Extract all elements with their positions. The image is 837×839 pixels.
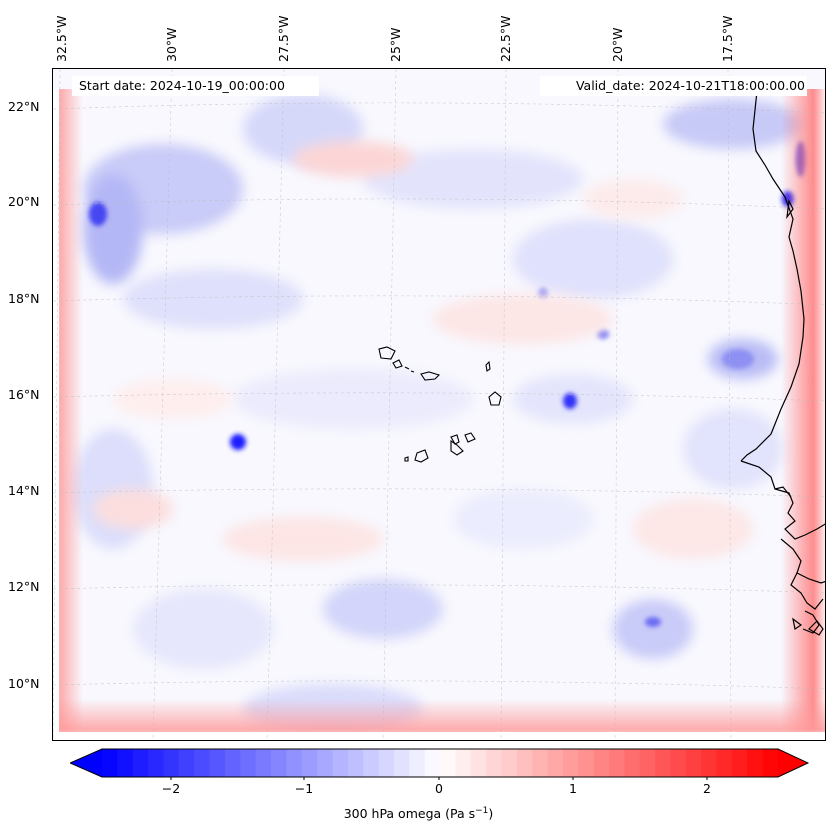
colorbar-segment xyxy=(224,749,241,777)
colorbar-segment xyxy=(409,749,426,777)
colorbar-segment xyxy=(547,749,564,777)
colorbar-segment xyxy=(501,749,518,777)
colorbar-tick-label: 0 xyxy=(435,781,443,796)
colorbar-segment xyxy=(271,749,287,777)
colorbar-tick-label: 1 xyxy=(569,781,577,796)
graticule xyxy=(53,69,825,740)
colorbar xyxy=(68,746,810,784)
boundary-strip-left xyxy=(53,89,59,740)
colorbar-segment xyxy=(378,749,395,777)
lon-label: 32.5°W xyxy=(54,15,69,62)
colorbar-segment xyxy=(209,749,226,777)
colorbar-segment xyxy=(655,749,671,777)
colorbar-segment xyxy=(609,749,625,777)
colorbar-tick-label: −1 xyxy=(294,781,314,796)
lon-label: 20°W xyxy=(610,27,625,62)
boundary-zone-right xyxy=(781,89,825,740)
lon-label: 27.5°W xyxy=(276,15,291,62)
positive-omega-areas xyxy=(93,141,753,561)
lon-label: 22.5°W xyxy=(498,15,513,62)
colorbar-segment xyxy=(578,749,595,777)
colorbar-segment xyxy=(363,749,380,777)
lon-label: 17.5°W xyxy=(720,15,735,62)
colorbar-segment xyxy=(255,749,272,777)
colorbar-segment xyxy=(486,749,502,777)
colorbar-segment xyxy=(532,749,549,777)
lat-label: 12°N xyxy=(8,579,40,594)
colorbar-segment xyxy=(332,749,349,777)
valid-date-label: Valid_date: 2024-10-21T18:00:00.00 xyxy=(540,76,807,96)
colorbar-segment xyxy=(593,749,610,777)
colorbar-label: 300 hPa omega (Pa s−1) xyxy=(343,806,494,822)
lon-label: 30°W xyxy=(164,27,179,62)
lat-label: 18°N xyxy=(8,291,40,306)
colorbar-segment xyxy=(194,749,211,777)
colorbar-segment xyxy=(516,749,533,777)
boundary-strip-bottom xyxy=(53,732,825,740)
lon-label: 25°W xyxy=(388,27,403,62)
colorbar-segment xyxy=(562,749,579,777)
colorbar-outline xyxy=(68,748,810,778)
cape-verde-islands xyxy=(378,346,502,463)
colorbar-segment xyxy=(670,749,687,777)
colorbar-segment xyxy=(301,749,318,777)
colorbar-segment xyxy=(701,749,718,777)
colorbar-segment xyxy=(624,749,641,777)
colorbar-segment xyxy=(424,749,441,777)
colorbar-segment xyxy=(440,749,456,777)
colorbar-extend-min xyxy=(70,749,102,777)
map-panel xyxy=(52,68,826,741)
lat-label: 22°N xyxy=(8,99,40,114)
colorbar-segment xyxy=(639,749,656,777)
colorbar-segment xyxy=(762,749,779,777)
omega-field-map xyxy=(53,69,825,740)
coastline xyxy=(740,90,825,636)
colorbar-segment xyxy=(747,749,764,777)
colorbar-segment xyxy=(685,749,702,777)
colorbar-segment xyxy=(132,749,149,777)
colorbar-segment xyxy=(117,749,134,777)
lat-label: 20°N xyxy=(8,194,40,209)
colorbar-extend-max xyxy=(778,749,808,777)
colorbar-segment xyxy=(393,749,410,777)
colorbar-segment xyxy=(148,749,164,777)
lat-label: 14°N xyxy=(8,483,40,498)
colorbar-tick-label: 2 xyxy=(703,781,711,796)
lat-label: 10°N xyxy=(8,676,40,691)
colorbar-segment xyxy=(102,749,118,777)
colorbar-bar xyxy=(68,748,810,781)
colorbar-segment xyxy=(286,749,303,777)
colorbar-segment xyxy=(455,749,472,777)
colorbar-segment xyxy=(163,749,180,777)
colorbar-segment xyxy=(178,749,195,777)
colorbar-segment xyxy=(317,749,333,777)
colorbar-segment xyxy=(470,749,487,777)
start-date-label: Start date: 2024-10-19_00:00:00 xyxy=(72,76,319,96)
lat-label: 16°N xyxy=(8,387,40,402)
colorbar-tick-label: −2 xyxy=(161,781,181,796)
colorbar-segment xyxy=(731,749,748,777)
colorbar-segment xyxy=(347,749,364,777)
colorbar-segment xyxy=(716,749,733,777)
colorbar-segment xyxy=(240,749,257,777)
